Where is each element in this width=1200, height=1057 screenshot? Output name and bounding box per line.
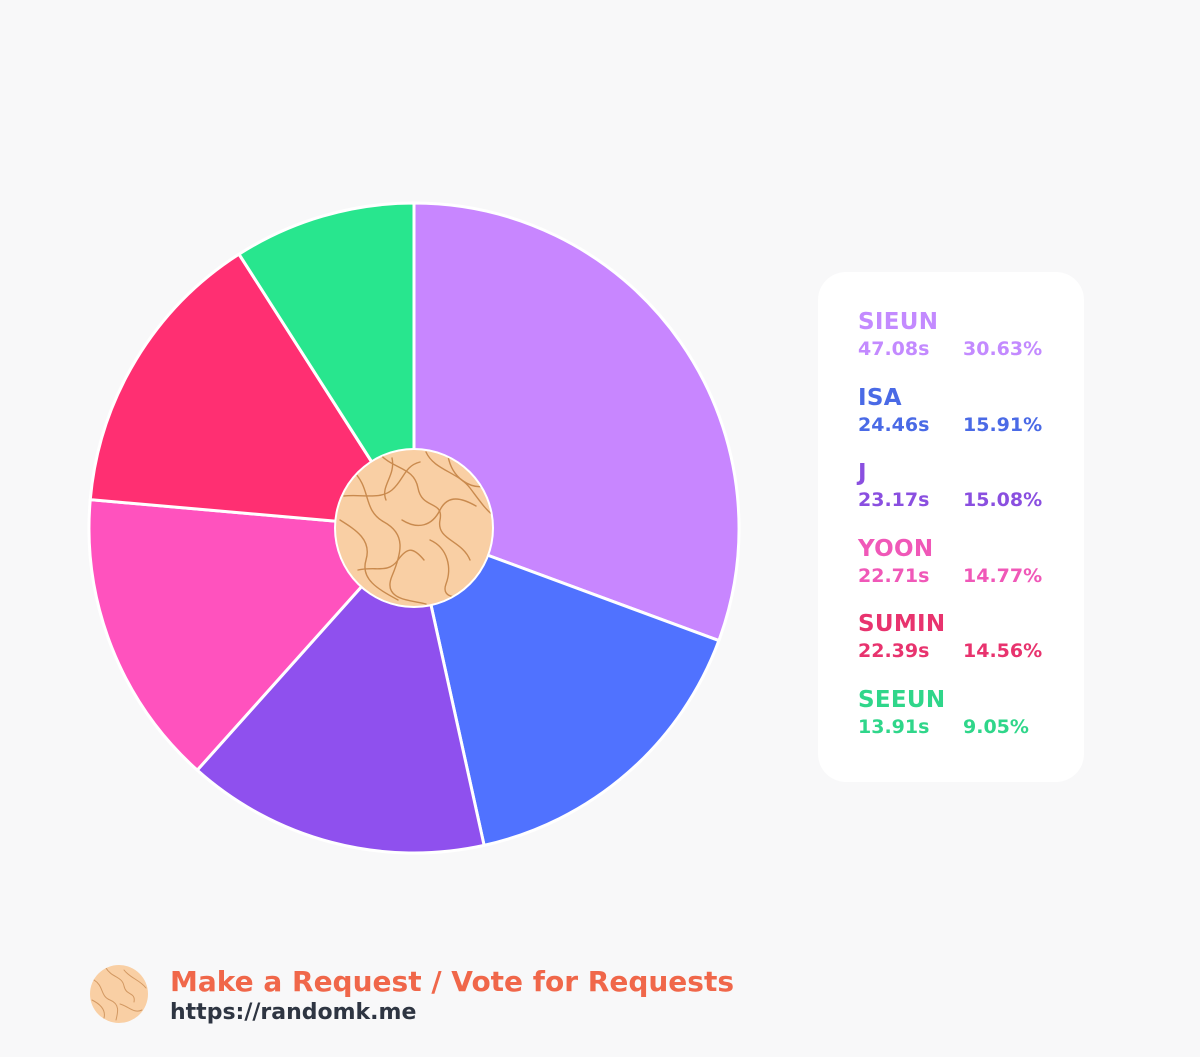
footer-text: Make a Request / Vote for Requests https… [170,965,734,1027]
legend-values: 23.17s 15.08% [858,488,1084,512]
legend-values: 47.08s 30.63% [858,337,1084,361]
request-link[interactable]: Make a Request / Vote for Requests [170,965,735,998]
legend-seconds: 47.08s [858,338,930,360]
legend-percent: 15.08% [963,489,1043,511]
legend-values: 24.46s 15.91% [858,413,1084,437]
legend-entry-yoon: YOON 22.71s 14.77% [858,535,1084,611]
legend-percent: 30.63% [963,338,1043,360]
pie-slice-sieun [412,201,741,643]
legend-name: YOON [858,535,934,562]
legend-name: SIEUN [858,309,939,335]
legend-name: SEEUN [858,686,946,713]
center-logo-icon [334,448,494,608]
pie-slice-sumin [88,252,416,530]
legend-entry-isa: ISA 24.46s 15.91% [858,384,1084,460]
legend-entry-j: J 23.17s 15.08% [858,459,1084,535]
pie-slice-isa [412,526,721,847]
footer: Make a Request / Vote for Requests https… [90,965,734,1027]
legend-seconds: 13.91s [858,715,930,738]
pie-slice-yoon [87,498,416,772]
legend-seconds: 22.71s [858,564,930,587]
footer-logo-icon [90,965,148,1023]
legend-name: SUMIN [858,611,946,637]
legend-values: 22.71s 14.77% [858,564,1084,588]
legend-percent: 14.77% [963,564,1043,587]
legend-percent: 15.91% [963,413,1043,436]
legend-percent: 9.05% [963,715,1029,738]
legend-percent: 14.56% [963,640,1043,662]
legend-name: J [858,460,867,486]
legend-seconds: 22.39s [858,640,930,662]
legend-values: 22.39s 14.56% [858,639,1084,663]
pie-slice-seeun [237,201,416,530]
footer-logo[interactable] [90,967,148,1025]
legend-entry-seeun: SEEUN 13.91s 9.05% [858,686,1084,762]
legend-entry-sieun: SIEUN 47.08s 30.63% [858,308,1084,384]
legend-seconds: 23.17s [858,489,930,511]
legend-name: ISA [858,384,902,411]
legend: SIEUN 47.08s 30.63% ISA 24.46s 15.91% J 23.17s 1… [818,272,1084,782]
legend-seconds: 24.46s [858,413,930,436]
legend-entry-sumin: SUMIN 22.39s 14.56% [858,610,1084,686]
site-url-link[interactable]: https://randomk.me [170,1000,417,1025]
legend-values: 13.91s 9.05% [858,715,1084,739]
pie-slice-j [195,526,486,855]
